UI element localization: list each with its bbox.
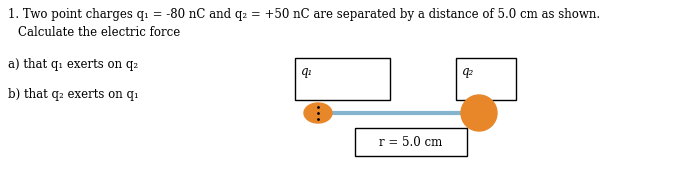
- Bar: [355, 128, 467, 156]
- Text: a) that q₁ exerts on q₂: a) that q₁ exerts on q₂: [8, 58, 138, 71]
- Circle shape: [461, 95, 497, 131]
- Bar: [295, 58, 390, 100]
- Text: 1. Two point charges q₁ = -80 nC and q₂ = +50 nC are separated by a distance of : 1. Two point charges q₁ = -80 nC and q₂ …: [8, 8, 600, 21]
- Text: r = 5.0 cm: r = 5.0 cm: [380, 136, 443, 148]
- Ellipse shape: [304, 103, 332, 123]
- Bar: [456, 58, 516, 100]
- Text: Calculate the electric force: Calculate the electric force: [18, 26, 181, 39]
- Text: b) that q₂ exerts on q₁: b) that q₂ exerts on q₁: [8, 88, 139, 101]
- Text: q₂: q₂: [462, 65, 474, 78]
- Text: q₁: q₁: [301, 65, 313, 78]
